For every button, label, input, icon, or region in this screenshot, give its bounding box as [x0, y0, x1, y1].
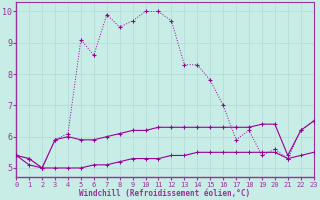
X-axis label: Windchill (Refroidissement éolien,°C): Windchill (Refroidissement éolien,°C) — [79, 189, 251, 198]
